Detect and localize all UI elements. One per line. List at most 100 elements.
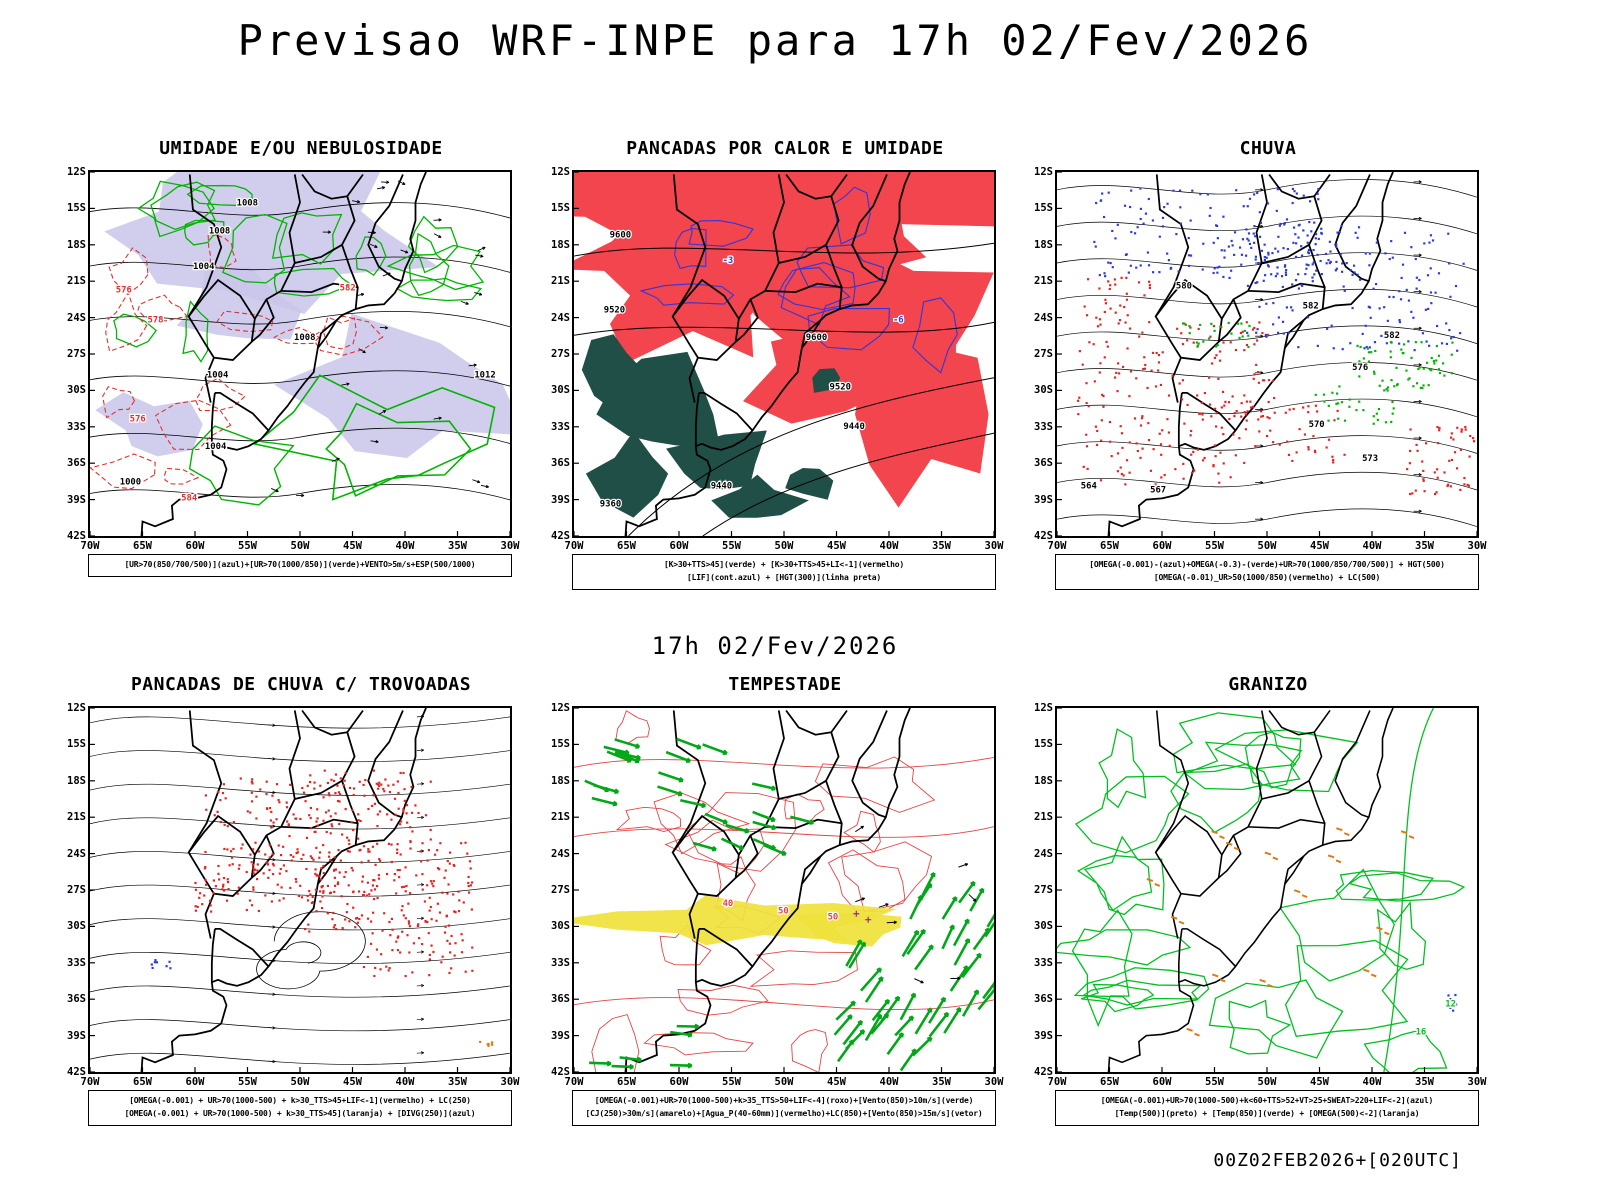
lon-tick-label: 70W [80,1076,100,1088]
lon-tick-label: 40W [1362,540,1382,552]
lat-tick-label: 15S [67,202,86,215]
lon-tick-label: 35W [448,540,467,552]
lon-tick-label: 45W [1310,540,1329,552]
lon-tick-label: 30W [1467,540,1487,552]
lat-tick-label: 39S [67,1029,86,1042]
lat-tick-label: 12S [551,702,570,714]
svg-text:9520: 9520 [604,305,625,315]
lat-tick-label: 18S [67,774,86,787]
svg-text:1008: 1008 [209,226,230,236]
lon-tick-label: 50W [290,1076,310,1088]
svg-text:1004: 1004 [193,262,214,272]
lat-tick-label: 27S [551,348,570,360]
caption-line: [OMEGA(-0.001) + UR>70(1000-500) + k>30_… [124,1108,476,1118]
caption-line: [Temp(500)](preto) + [Temp(850)](verde) … [1114,1108,1420,1118]
lat-tick-label: 18S [551,238,570,251]
lat-tick-label: 21S [67,811,86,824]
lat-tick-label: 21S [551,275,570,288]
lon-tick-label: 45W [827,540,846,552]
map-frame-umidade: 1008 1008 1004 1008 1004 1012 1004 1000 576 578 57… [67,166,519,552]
panel-tempestade: TEMPESTADE 50 50 40 12S 15S 18S 21S 24S 27S 30S 3… [538,674,1003,1126]
panel-title-umidade: UMIDADE E/OU NEBULOSIDADE [159,138,443,159]
lon-tick-label: 65W [133,1076,152,1088]
svg-text:50: 50 [778,907,789,917]
lon-tick-label: 45W [343,1076,362,1088]
lat-tick-label: 33S [1034,420,1053,433]
caption-line: [OMEGA(-0.001)-(azul)+OMEGA(-0.3)-(verde… [1089,560,1445,569]
lon-tick-label: 70W [564,1076,584,1088]
lat-tick-label: 36S [67,993,86,1006]
lat-tick-label: 33S [67,956,86,969]
caption-line: [CJ(250)>30m/s](amarelo)+[Agua_P(40-60mm… [585,1108,983,1118]
caption-chuva: [OMEGA(-0.001)-(azul)+OMEGA(-0.3)-(verde… [1055,554,1479,590]
lat-tick-label: 27S [67,884,86,896]
svg-text:564: 564 [1081,482,1097,492]
lon-tick-label: 70W [80,540,100,552]
lat-tick-label: 39S [1034,1029,1053,1042]
map-canvas-trovoadas [90,708,510,1072]
lat-tick-label: 39S [551,493,570,506]
lon-tick-label: 40W [1362,1076,1382,1088]
lon-tick-label: 60W [185,1076,205,1088]
lon-tick-label: 65W [1100,540,1119,552]
panel-title-granizo: GRANIZO [1228,674,1308,695]
svg-text:-3: -3 [723,256,734,266]
lat-tick-label: 36S [1034,457,1053,470]
lat-tick-label: 42S [551,1066,570,1078]
svg-text:1004: 1004 [207,371,228,381]
lon-tick-label: 55W [722,540,741,552]
caption-tempestade: [OMEGA(-0.001)+UR>70(1000-500)+k>35_TTS>… [572,1090,996,1126]
lon-tick-label: 55W [238,1076,257,1088]
lat-tick-label: 18S [1034,238,1053,251]
lon-tick-label: 35W [1415,540,1434,552]
lat-tick-label: 24S [67,847,86,860]
lat-tick-label: 36S [1034,993,1053,1006]
lon-tick-label: 50W [774,540,794,552]
lon-tick-label: 30W [984,1076,1004,1088]
lon-tick-label: 40W [879,540,899,552]
svg-text:1004: 1004 [205,442,226,452]
lon-tick-label: 40W [395,540,415,552]
lat-tick-label: 42S [67,1066,86,1078]
lat-tick-label: 12S [67,166,86,178]
map-canvas-granizo: 12 16 [1057,708,1477,1072]
lon-tick-label: 50W [1257,540,1277,552]
lat-tick-label: 15S [551,202,570,215]
svg-text:576: 576 [1352,363,1368,373]
panel-chuva: CHUVA 582 582 576 570 573 564 567 580 12S 15S 18S… [1021,138,1486,590]
svg-text:580: 580 [1176,282,1192,292]
lat-tick-label: 15S [1034,738,1053,751]
lat-tick-label: 42S [1034,1066,1053,1078]
lat-tick-label: 21S [1034,811,1053,824]
caption-granizo: [OMEGA(-0.001)+UR>70(1000-500)+k<60+TTS>… [1055,1090,1479,1126]
svg-text:9440: 9440 [711,482,732,492]
panel-pancadas-calor: PANCADAS POR CALOR E UMIDADE 9600 9520 960… [538,138,1003,590]
lat-tick-label: 42S [67,530,86,542]
svg-text:582: 582 [1384,331,1400,341]
svg-text:1000: 1000 [120,478,141,488]
caption-line: [OMEGA(-0.001) + UR>70(1000-500) + k>30_… [129,1096,471,1105]
svg-text:570: 570 [1309,420,1325,430]
svg-text:1008: 1008 [237,199,258,209]
caption-umidade: [UR>70(850/700/500)](azul)+[UR>70(1000/8… [88,554,512,577]
svg-text:-6: -6 [893,315,904,325]
svg-text:576: 576 [130,414,146,424]
lat-tick-label: 24S [67,311,86,324]
lon-tick-label: 35W [1415,1076,1434,1088]
svg-text:9600: 9600 [610,230,631,240]
lat-tick-label: 33S [67,420,86,433]
caption-pancadas-calor: [K>30+TTS>45](verde) + [K>30+TTS>45+LI<-… [572,554,996,590]
svg-text:573: 573 [1362,454,1378,464]
lat-tick-label: 36S [551,993,570,1006]
lat-tick-label: 30S [1034,384,1053,397]
lat-tick-label: 39S [67,493,86,506]
svg-text:567: 567 [1150,485,1166,495]
lat-tick-label: 33S [551,956,570,969]
lat-tick-label: 24S [1034,311,1053,324]
lon-tick-label: 55W [238,540,257,552]
lat-tick-label: 36S [67,457,86,470]
svg-text:576: 576 [116,286,132,296]
lat-tick-label: 24S [1034,847,1053,860]
map-frame-tempestade: 50 50 40 12S 15S 18S 21S 24S 27S 30S 33S 36S 39S 42S… [551,702,1003,1088]
lat-tick-label: 18S [1034,774,1053,787]
